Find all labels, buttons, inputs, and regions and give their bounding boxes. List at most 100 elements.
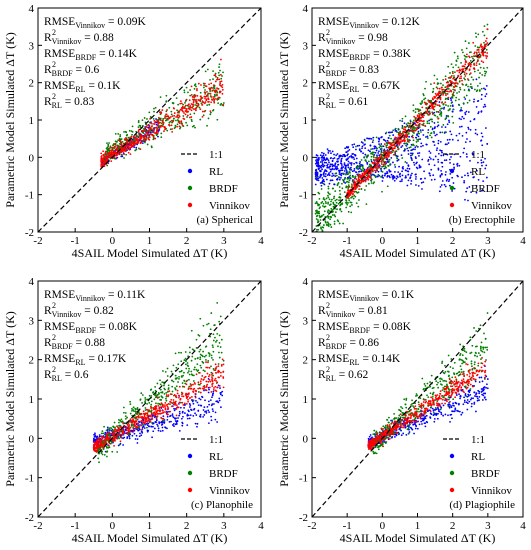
data-point	[148, 128, 150, 130]
data-point	[343, 170, 346, 172]
data-point	[140, 434, 143, 437]
data-point	[214, 94, 216, 97]
data-point	[399, 119, 401, 122]
data-point	[149, 420, 152, 422]
data-point	[444, 126, 447, 128]
data-point	[418, 126, 421, 129]
data-point	[465, 47, 468, 50]
data-point	[179, 406, 182, 409]
data-point	[178, 115, 181, 118]
data-point	[338, 171, 341, 174]
data-point	[145, 136, 148, 139]
data-point	[176, 114, 179, 117]
data-point	[132, 406, 135, 409]
data-point	[322, 213, 325, 216]
data-point	[347, 187, 350, 190]
data-point	[418, 165, 421, 168]
data-point	[124, 417, 127, 420]
data-point	[327, 150, 330, 152]
stat-subscript: RL	[326, 101, 336, 110]
data-point	[183, 379, 186, 382]
data-point	[339, 193, 342, 196]
data-point	[432, 90, 435, 93]
data-point	[221, 86, 224, 89]
data-point	[159, 383, 162, 386]
data-point	[326, 215, 329, 218]
data-point	[219, 73, 222, 76]
data-point	[135, 425, 138, 428]
data-point	[152, 430, 155, 433]
data-point	[199, 356, 202, 359]
data-point	[177, 116, 179, 119]
y-axis-label: Parametric Model Simulated ΔT (K)	[277, 32, 291, 207]
data-point	[182, 415, 184, 418]
data-point	[157, 425, 159, 427]
data-point	[120, 421, 123, 423]
data-point	[206, 383, 209, 386]
data-point	[444, 185, 447, 188]
data-point	[138, 124, 141, 127]
data-point	[420, 181, 423, 184]
data-point	[164, 119, 167, 122]
data-point	[324, 200, 327, 203]
data-point	[353, 143, 356, 146]
data-point	[349, 201, 352, 204]
data-point	[463, 117, 465, 120]
data-point	[477, 111, 480, 113]
data-point	[199, 415, 201, 418]
data-point	[107, 428, 109, 431]
data-point	[316, 202, 318, 205]
data-point	[396, 145, 399, 148]
data-point	[484, 167, 487, 170]
data-point	[330, 226, 333, 228]
series-rl	[314, 78, 489, 202]
data-point	[160, 416, 163, 419]
data-point	[424, 97, 427, 100]
data-point	[327, 201, 330, 204]
x-tick-label: -2	[33, 235, 42, 247]
data-point	[155, 421, 158, 424]
data-point	[466, 53, 468, 56]
data-point	[151, 436, 153, 439]
data-point	[456, 69, 459, 72]
data-point	[368, 176, 370, 179]
y-tick-label: 2	[29, 78, 35, 90]
data-point	[408, 135, 410, 138]
data-point	[190, 93, 193, 96]
data-point	[340, 174, 343, 177]
data-point	[456, 55, 459, 58]
data-point	[114, 151, 117, 154]
data-point	[354, 188, 357, 191]
data-point	[199, 380, 202, 383]
data-point	[325, 161, 328, 164]
data-point	[336, 208, 338, 211]
data-point	[326, 174, 329, 177]
data-point	[114, 152, 117, 155]
data-point	[208, 100, 210, 103]
data-point	[354, 176, 357, 179]
data-point	[335, 198, 338, 201]
data-point	[415, 117, 418, 119]
data-point	[208, 386, 211, 389]
data-point	[144, 399, 147, 401]
data-point	[362, 152, 364, 155]
data-point	[141, 119, 144, 122]
data-point	[102, 160, 105, 162]
data-point	[452, 66, 455, 69]
data-point	[473, 70, 476, 73]
data-point	[202, 369, 205, 372]
data-point	[135, 411, 137, 414]
data-point	[327, 194, 329, 197]
data-point	[320, 226, 322, 229]
data-point	[393, 140, 395, 142]
data-point	[130, 421, 133, 424]
data-point	[432, 107, 435, 110]
data-point	[423, 114, 425, 117]
data-point	[100, 159, 103, 162]
data-point	[463, 54, 466, 57]
data-point	[416, 128, 418, 130]
data-point	[185, 111, 188, 113]
data-point	[364, 159, 367, 162]
data-point	[131, 133, 133, 136]
data-point	[197, 387, 200, 390]
